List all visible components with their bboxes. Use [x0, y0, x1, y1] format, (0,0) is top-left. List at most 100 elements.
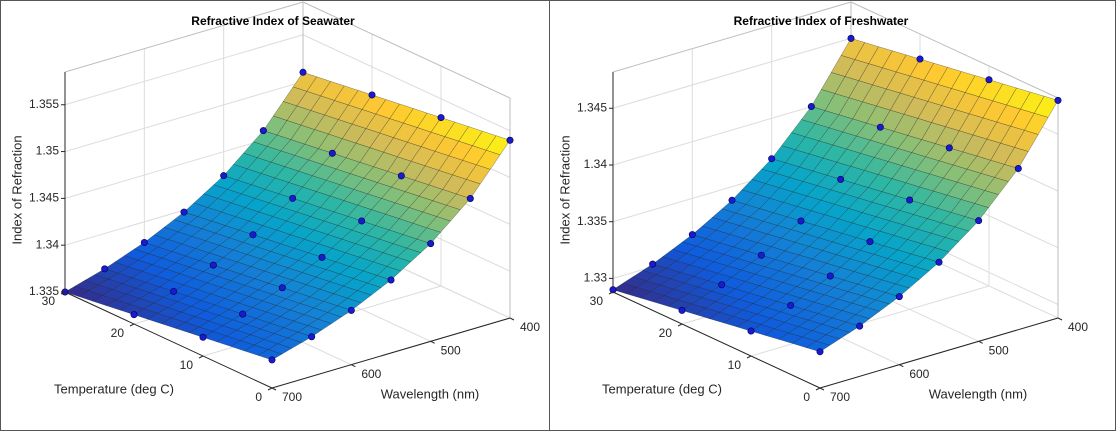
tick-mark [608, 291, 614, 295]
data-point [249, 231, 257, 239]
axis-line [612, 291, 821, 389]
x-tick-label: 600 [909, 367, 929, 381]
data-point [876, 123, 884, 131]
y-tick-label: 10 [728, 358, 742, 372]
z-tick-label: 1.345 [577, 100, 607, 114]
data-point [895, 293, 903, 301]
data-point [358, 217, 366, 225]
tick-mark [267, 387, 273, 391]
tick-mark [129, 323, 135, 327]
data-point [220, 172, 228, 180]
data-point [747, 327, 755, 335]
data-point [299, 68, 307, 76]
tick-mark [899, 364, 904, 368]
tick-mark [815, 387, 821, 391]
z-axis-label: Index of Refraction [9, 135, 24, 244]
chart-panel: 400 500 600 700 0 10 20 30 1.33 1.335 1.34 1.345 Ref… [557, 1, 1088, 404]
x-tick-label: 700 [282, 390, 302, 404]
data-point [945, 144, 953, 152]
x-axis-label: Wavelength (nm) [381, 386, 480, 401]
data-point [506, 136, 514, 144]
data-point [678, 306, 686, 314]
x-tick-label: 600 [361, 367, 381, 381]
data-point [807, 103, 815, 111]
axis-line [64, 291, 273, 389]
grid-line [64, 34, 304, 106]
data-point [1054, 96, 1062, 104]
data-point [239, 310, 247, 318]
z-axis-label: Index of Refraction [557, 135, 572, 244]
x-tick-label: 500 [441, 344, 461, 358]
data-point [368, 91, 376, 99]
data-point [328, 149, 336, 157]
data-point [649, 260, 657, 268]
box-edge [64, 1, 304, 73]
data-point [906, 196, 914, 204]
data-point [609, 286, 617, 294]
x-tick-label: 700 [830, 390, 850, 404]
data-point [318, 253, 326, 261]
axis-line [271, 317, 511, 389]
y-tick-label: 0 [803, 390, 810, 404]
grid-line [750, 285, 990, 357]
grid-line [612, 37, 852, 109]
chart-title: Refractive Index of Freshwater [734, 14, 909, 28]
data-point [347, 306, 355, 314]
data-point [718, 281, 726, 289]
tick-mark [746, 355, 752, 359]
data-point [180, 208, 188, 216]
surface-patch [805, 340, 831, 352]
data-point [826, 272, 834, 280]
z-tick-label: 1.355 [29, 97, 59, 111]
y-tick-label: 30 [42, 294, 56, 308]
x-tick-label: 500 [989, 344, 1009, 358]
z-tick-label: 1.34 [584, 157, 608, 171]
z-tick-label: 1.34 [36, 237, 60, 251]
data-point [268, 356, 276, 364]
y-axis-label: Temperature (deg C) [54, 381, 174, 396]
data-point [427, 240, 435, 248]
data-point [688, 231, 696, 239]
data-point [289, 194, 297, 202]
data-point [308, 333, 316, 341]
tick-mark [677, 323, 683, 327]
data-point [101, 265, 109, 273]
data-point [170, 287, 178, 295]
tick-mark [509, 317, 515, 321]
data-point [797, 217, 805, 225]
x-tick-label: 400 [1068, 320, 1088, 334]
data-point [140, 238, 148, 246]
y-tick-label: 20 [111, 326, 125, 340]
tick-mark [819, 387, 825, 391]
data-point [787, 301, 795, 309]
box-edge [612, 1, 852, 73]
surface-patch [257, 349, 283, 361]
grid-line [302, 34, 511, 132]
data-point [757, 251, 765, 259]
y-tick-label: 30 [590, 294, 604, 308]
tick-mark [271, 387, 277, 391]
tick-mark [978, 340, 983, 344]
data-point [975, 217, 983, 225]
tick-mark [430, 340, 435, 344]
chart-title: Refractive Index of Seawater [191, 14, 355, 28]
data-point [866, 238, 874, 246]
y-tick-label: 0 [255, 390, 262, 404]
z-tick-label: 1.35 [36, 144, 60, 158]
data-point [816, 348, 824, 356]
z-tick-label: 1.33 [584, 271, 608, 285]
data-point [466, 195, 474, 203]
data-point [397, 172, 405, 180]
x-tick-label: 400 [520, 320, 540, 334]
tick-mark [351, 364, 356, 368]
data-point [728, 196, 736, 204]
data-point [856, 322, 864, 330]
y-axis-label: Temperature (deg C) [602, 381, 722, 396]
axis-line [819, 317, 1059, 389]
tick-mark [1057, 317, 1063, 321]
box-edge [302, 1, 511, 99]
grid-line [64, 81, 304, 153]
chart-panel: 400 500 600 700 0 10 20 301.335 1.34 1.345 1.35 1.3… [9, 1, 540, 404]
data-point [278, 284, 286, 292]
